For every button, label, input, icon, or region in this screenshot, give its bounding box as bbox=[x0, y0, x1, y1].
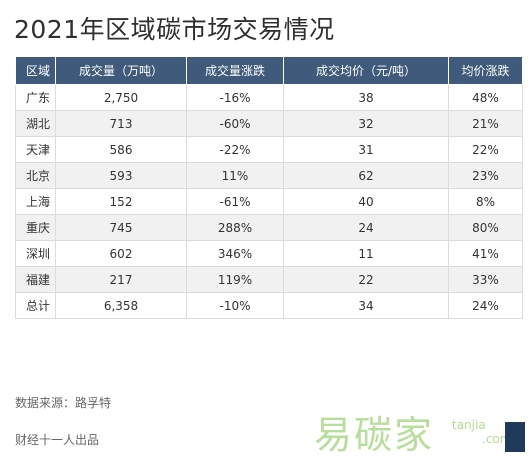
cell-volume-change: -10% bbox=[186, 292, 284, 319]
cell-volume: 602 bbox=[55, 240, 187, 267]
cell-volume: 593 bbox=[55, 162, 187, 189]
table-body: 广东 2,750 -16% 38 48% 湖北 713 -60% 32 21% 天津 586 -22% 3… bbox=[15, 84, 523, 319]
cell-volume-change: -60% bbox=[186, 110, 284, 137]
cell-volume: 745 bbox=[55, 214, 187, 241]
cell-region: 总计 bbox=[15, 292, 56, 319]
cell-region: 重庆 bbox=[15, 214, 56, 241]
table-header-row: 区域 成交量（万吨） 成交量涨跌 成交均价（元/吨） 均价涨跌 bbox=[15, 56, 523, 85]
header-region: 区域 bbox=[15, 56, 56, 85]
watermark-domain: tanjia bbox=[452, 418, 486, 432]
watermark-text: 易碳家 bbox=[314, 413, 435, 457]
table-row: 广东 2,750 -16% 38 48% bbox=[15, 84, 523, 111]
logo-icon bbox=[505, 422, 525, 452]
credit-line: 财经十一人出品 bbox=[15, 433, 100, 447]
header-volume: 成交量（万吨） bbox=[55, 56, 187, 85]
cell-volume: 6,358 bbox=[55, 292, 187, 319]
data-source: 数据来源：路孚特 bbox=[15, 396, 112, 410]
cell-volume-change: -61% bbox=[186, 188, 284, 215]
watermark-domain-suffix: .com bbox=[482, 432, 512, 446]
cell-volume: 713 bbox=[55, 110, 187, 137]
cell-region: 天津 bbox=[15, 136, 56, 163]
cell-region: 上海 bbox=[15, 188, 56, 215]
cell-volume: 217 bbox=[55, 266, 187, 293]
cell-avg-price: 38 bbox=[283, 84, 449, 111]
table-row: 重庆 745 288% 24 80% bbox=[15, 214, 523, 241]
cell-avg-price: 62 bbox=[283, 162, 449, 189]
cell-price-change: 48% bbox=[448, 84, 523, 111]
cell-price-change: 41% bbox=[448, 240, 523, 267]
cell-price-change: 24% bbox=[448, 292, 523, 319]
table-row: 上海 152 -61% 40 8% bbox=[15, 188, 523, 215]
watermark: 易碳家 tanjia .com bbox=[300, 400, 525, 460]
table-row: 深圳 602 346% 11 41% bbox=[15, 240, 523, 267]
cell-price-change: 23% bbox=[448, 162, 523, 189]
cell-avg-price: 24 bbox=[283, 214, 449, 241]
cell-price-change: 33% bbox=[448, 266, 523, 293]
page-title: 2021年区域碳市场交易情况 bbox=[14, 15, 335, 44]
cell-price-change: 80% bbox=[448, 214, 523, 241]
table-row: 总计 6,358 -10% 34 24% bbox=[15, 292, 523, 319]
cell-region: 湖北 bbox=[15, 110, 56, 137]
cell-volume-change: -22% bbox=[186, 136, 284, 163]
cell-volume-change: 346% bbox=[186, 240, 284, 267]
cell-volume: 586 bbox=[55, 136, 187, 163]
cell-region: 福建 bbox=[15, 266, 56, 293]
header-avg-price: 成交均价（元/吨） bbox=[283, 56, 449, 85]
header-volume-change: 成交量涨跌 bbox=[186, 56, 284, 85]
data-table: 区域 成交量（万吨） 成交量涨跌 成交均价（元/吨） 均价涨跌 广东 2,750-… bbox=[15, 56, 523, 319]
table-row: 福建 217 119% 22 33% bbox=[15, 266, 523, 293]
table-row: 天津 586 -22% 31 22% bbox=[15, 136, 523, 163]
cell-volume: 2,750 bbox=[55, 84, 187, 111]
cell-avg-price: 32 bbox=[283, 110, 449, 137]
cell-price-change: 8% bbox=[448, 188, 523, 215]
cell-volume-change: -16% bbox=[186, 84, 284, 111]
cell-region: 深圳 bbox=[15, 240, 56, 267]
cell-volume-change: 119% bbox=[186, 266, 284, 293]
cell-avg-price: 11 bbox=[283, 240, 449, 267]
cell-price-change: 22% bbox=[448, 136, 523, 163]
cell-avg-price: 34 bbox=[283, 292, 449, 319]
cell-price-change: 21% bbox=[448, 110, 523, 137]
cell-volume-change: 11% bbox=[186, 162, 284, 189]
cell-volume: 152 bbox=[55, 188, 187, 215]
header-price-change: 均价涨跌 bbox=[448, 56, 523, 85]
cell-avg-price: 40 bbox=[283, 188, 449, 215]
cell-region: 广东 bbox=[15, 84, 56, 111]
table-row: 湖北 713 -60% 32 21% bbox=[15, 110, 523, 137]
cell-volume-change: 288% bbox=[186, 214, 284, 241]
table-row: 北京 593 11% 62 23% bbox=[15, 162, 523, 189]
cell-region: 北京 bbox=[15, 162, 56, 189]
cell-avg-price: 31 bbox=[283, 136, 449, 163]
cell-avg-price: 22 bbox=[283, 266, 449, 293]
